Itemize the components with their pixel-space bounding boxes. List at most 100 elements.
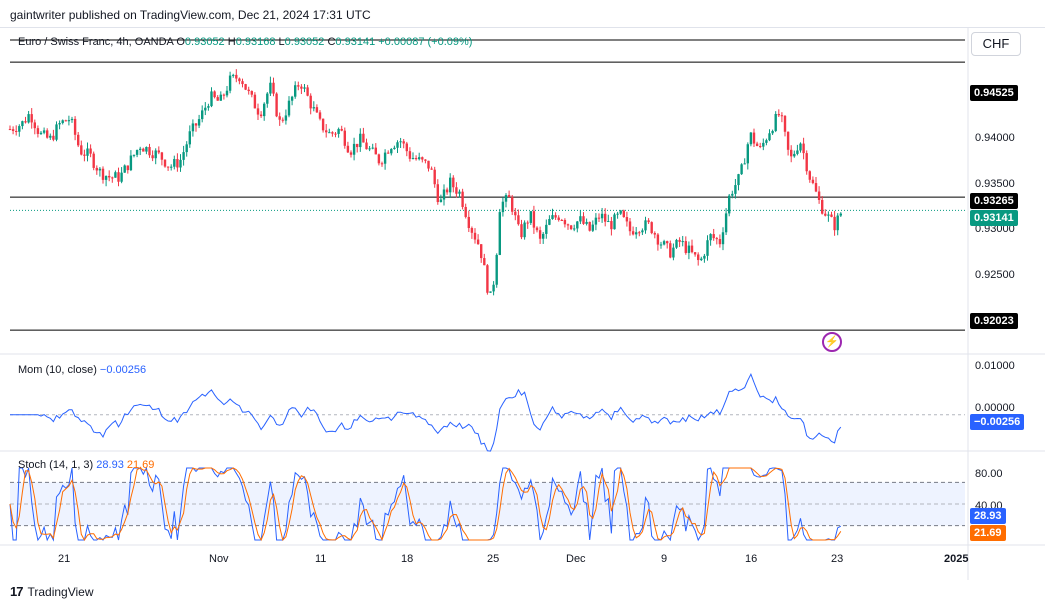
candle-body (610, 221, 613, 230)
candle-body (145, 146, 148, 152)
candle-body (98, 168, 102, 171)
candle-body (576, 221, 579, 229)
candle-body (501, 201, 505, 213)
candle-body (659, 244, 663, 246)
candle-body (662, 241, 666, 245)
candle-body (396, 142, 399, 148)
candle-body (743, 163, 746, 165)
candle-body (244, 84, 247, 90)
candle-body (470, 228, 474, 233)
chart-area[interactable] (0, 27, 1045, 580)
stoch-k-line (9, 466, 842, 542)
level-tag-high: 0.94525 (970, 85, 1018, 101)
candle-body (117, 172, 120, 182)
currency-button[interactable]: CHF (971, 32, 1021, 56)
candle-body (616, 213, 619, 215)
candle-body (613, 214, 616, 230)
candle-body (635, 232, 638, 235)
candle-body (728, 195, 731, 214)
candle-body (225, 90, 229, 96)
candle-body (176, 159, 179, 168)
candle-body (817, 191, 821, 201)
lightning-icon[interactable]: ⚡ (822, 332, 842, 352)
candle-body (551, 215, 554, 220)
price-tick: 0.92500 (975, 269, 1015, 281)
candle-body (287, 100, 291, 116)
candle-body (387, 152, 390, 154)
candle-body (405, 143, 408, 152)
candle-body (833, 216, 836, 231)
momentum-label: Mom (10, close) (18, 364, 97, 376)
tv-logo-icon: 17 (10, 584, 24, 599)
candle-body (650, 222, 653, 234)
candle-body (408, 151, 412, 159)
candle-body (693, 252, 697, 255)
tradingview-logo: 17 TradingView (10, 584, 94, 599)
candle-body (480, 244, 483, 259)
candle-body (427, 160, 430, 169)
candle-body (228, 75, 232, 91)
candle-body (64, 120, 67, 122)
candle-body (343, 130, 346, 146)
candle-body (504, 195, 508, 202)
candle-body (36, 128, 40, 134)
candle-body (33, 122, 36, 129)
candle-body (108, 175, 111, 178)
candle-body (560, 219, 563, 221)
candle-body (498, 212, 501, 255)
candle-body (597, 217, 601, 219)
candle-body (135, 149, 139, 155)
momentum-value: −0.00256 (99, 364, 147, 376)
candle-body (746, 144, 749, 164)
time-tick: 16 (745, 553, 758, 565)
candle-body (703, 255, 706, 259)
level-tag-mid: 0.93265 (970, 193, 1018, 209)
candle-body (442, 189, 446, 200)
stoch-k-value: 28.93 (96, 459, 124, 471)
candle-body (30, 114, 33, 123)
candle-body (393, 147, 396, 150)
candle-body (724, 213, 728, 233)
candle-body (464, 206, 467, 217)
candle-body (421, 157, 424, 160)
time-tick: 9 (661, 553, 668, 565)
candle-body (182, 152, 185, 160)
candle-body (762, 142, 765, 147)
candle-body (573, 228, 576, 230)
candle-body (92, 153, 95, 168)
chart-canvas[interactable] (0, 28, 1045, 580)
price-tick: 0.94000 (975, 132, 1015, 144)
candle-body (294, 85, 297, 97)
candle-body (390, 149, 393, 154)
candle-body (529, 211, 532, 223)
candle-body (706, 240, 709, 256)
candle-body (418, 157, 421, 160)
candle-body (241, 81, 244, 85)
candle-body (414, 157, 418, 160)
candle-body (814, 183, 818, 192)
candle-body (690, 245, 694, 253)
candle-body (588, 221, 591, 231)
candle-body (628, 221, 632, 232)
candle-body (222, 94, 226, 96)
time-tick: Nov (209, 553, 229, 565)
candle-body (625, 217, 629, 222)
candle-body (374, 147, 377, 155)
candle-body (672, 247, 675, 258)
candle-body (783, 115, 787, 132)
candle-body (569, 225, 573, 230)
candle-body (669, 243, 672, 258)
candle-body (250, 91, 253, 95)
candle-body (740, 164, 743, 175)
time-tick: 25 (487, 553, 500, 565)
low-value: 0.93052 (284, 36, 325, 48)
candle-body (523, 222, 526, 238)
brand-label: TradingView (27, 584, 94, 599)
open-value: 0.93052 (184, 36, 225, 48)
candle-body (154, 150, 157, 159)
candle-body (253, 94, 257, 109)
candle-body (467, 216, 470, 229)
candle-body (802, 143, 805, 154)
candle-body (52, 135, 55, 140)
candle-body (238, 78, 241, 82)
